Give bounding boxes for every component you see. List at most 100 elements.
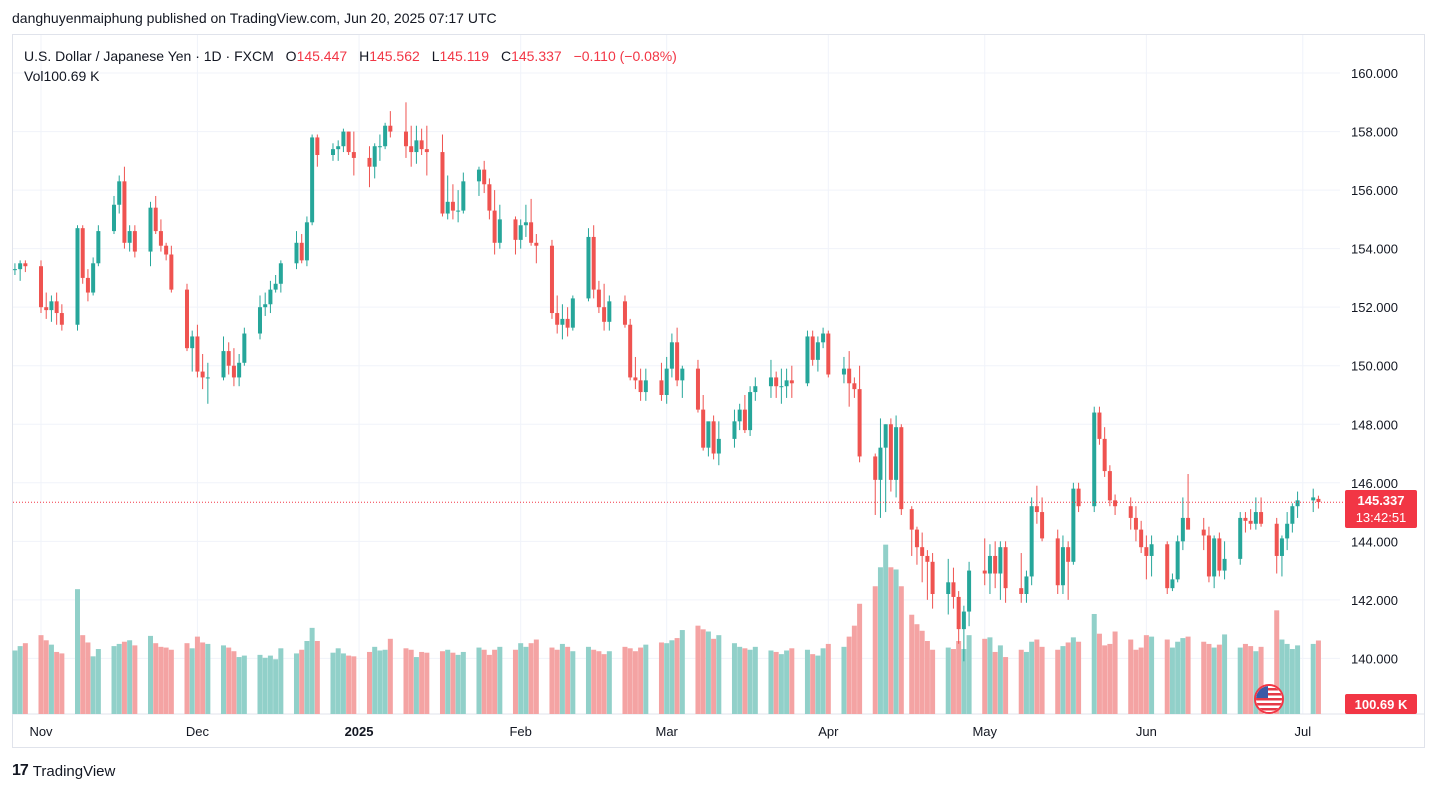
volume-bar — [1149, 636, 1155, 714]
candle-body — [784, 380, 789, 387]
volume-bar — [768, 650, 774, 714]
candle-body — [122, 181, 127, 243]
volume-bar — [930, 649, 936, 714]
volume-bar — [841, 646, 847, 714]
candle-body — [263, 304, 268, 308]
candle-body — [1259, 512, 1264, 524]
candle-body — [158, 231, 163, 246]
volume-bar — [189, 648, 195, 714]
price-tag: 145.337 13:42:51 — [1345, 490, 1417, 528]
candle-body — [1316, 498, 1321, 503]
volume-bar — [340, 653, 346, 714]
volume-bar — [377, 650, 383, 714]
volume-bar — [439, 651, 445, 714]
candle-body — [523, 222, 528, 226]
candle-body — [492, 210, 497, 243]
candle-body — [487, 184, 492, 211]
candle-body — [445, 201, 450, 214]
symbol-name[interactable]: U.S. Dollar / Japanese Yen · 1D · FXCM — [24, 48, 274, 64]
candle-body — [711, 421, 716, 454]
candle-body — [518, 225, 523, 240]
volume-bar — [236, 657, 242, 714]
volume-bar — [742, 648, 748, 714]
volume-bar — [533, 639, 539, 714]
candle-body — [190, 336, 195, 349]
candle-body — [96, 231, 101, 264]
volume-bar — [857, 603, 863, 714]
volume-bar — [961, 649, 967, 714]
volume-bar — [992, 651, 998, 714]
candle-body — [628, 324, 633, 378]
candle-body — [1165, 544, 1170, 589]
candle-body — [237, 362, 242, 378]
candle-body — [768, 377, 773, 387]
candle-body — [633, 377, 638, 381]
candle-body — [815, 342, 820, 360]
candle-body — [85, 277, 90, 293]
volume-bar — [1102, 645, 1108, 714]
candle-body — [925, 555, 930, 562]
volume-bar — [747, 649, 753, 714]
volume-bar — [731, 643, 737, 714]
candle-body — [1066, 547, 1071, 562]
y-tick-label: 142.000 — [1351, 593, 1398, 608]
candle-body — [737, 409, 742, 422]
candle-body — [669, 342, 674, 369]
candle-body — [117, 181, 122, 205]
candle-body — [310, 137, 315, 223]
candle-body — [388, 125, 393, 132]
candle-body — [1295, 500, 1300, 507]
candle-body — [1034, 506, 1039, 513]
candle-body — [164, 245, 169, 255]
candle-body — [1243, 517, 1248, 521]
volume-bar — [127, 640, 133, 714]
candle-body — [873, 456, 878, 480]
volume-bar — [226, 647, 232, 714]
candle-body — [127, 231, 132, 243]
tradingview-brand: TradingView — [32, 762, 116, 780]
candle-body — [330, 149, 335, 155]
volume-bar — [497, 646, 503, 714]
candle-body — [1212, 538, 1217, 577]
candle-body — [409, 146, 414, 153]
volume-bar — [299, 649, 305, 714]
candle-body — [268, 289, 273, 305]
us-flag-icon[interactable] — [1254, 684, 1284, 714]
candle-body — [732, 421, 737, 439]
candle-body — [1076, 488, 1081, 507]
candle-body — [75, 228, 80, 325]
volume-bar — [512, 649, 518, 714]
volume-bar — [304, 641, 310, 714]
volume-bar — [1206, 643, 1212, 714]
candle-body — [341, 131, 346, 147]
volume-bar — [1310, 643, 1316, 714]
candle-body — [549, 245, 554, 314]
volume-bar — [851, 625, 857, 714]
candle-body — [383, 125, 388, 147]
candle-body — [205, 377, 210, 379]
volume-bar — [121, 641, 127, 714]
candle-body — [982, 570, 987, 574]
tradingview-logo[interactable]: 17 TradingView — [12, 762, 115, 780]
volume-bar — [888, 567, 894, 714]
candle-body — [1092, 412, 1097, 507]
candle-body — [221, 351, 226, 378]
volume-bar — [147, 635, 153, 714]
volume-bar — [909, 614, 915, 714]
volume-bar — [1076, 641, 1082, 714]
candle-body — [1274, 523, 1279, 556]
volume-bar — [966, 635, 972, 714]
volume-bar — [956, 641, 962, 714]
volume-bar — [778, 654, 784, 714]
candle-body — [257, 307, 262, 334]
volume-bar — [257, 654, 263, 714]
candle-body — [987, 555, 992, 574]
volume-bar — [184, 643, 190, 714]
candle-body — [1139, 529, 1144, 548]
candle-body — [294, 242, 299, 264]
volume-bar — [22, 643, 28, 714]
y-tick-label: 150.000 — [1351, 359, 1398, 374]
volume-bar — [314, 641, 320, 714]
volume-bar — [877, 567, 883, 714]
